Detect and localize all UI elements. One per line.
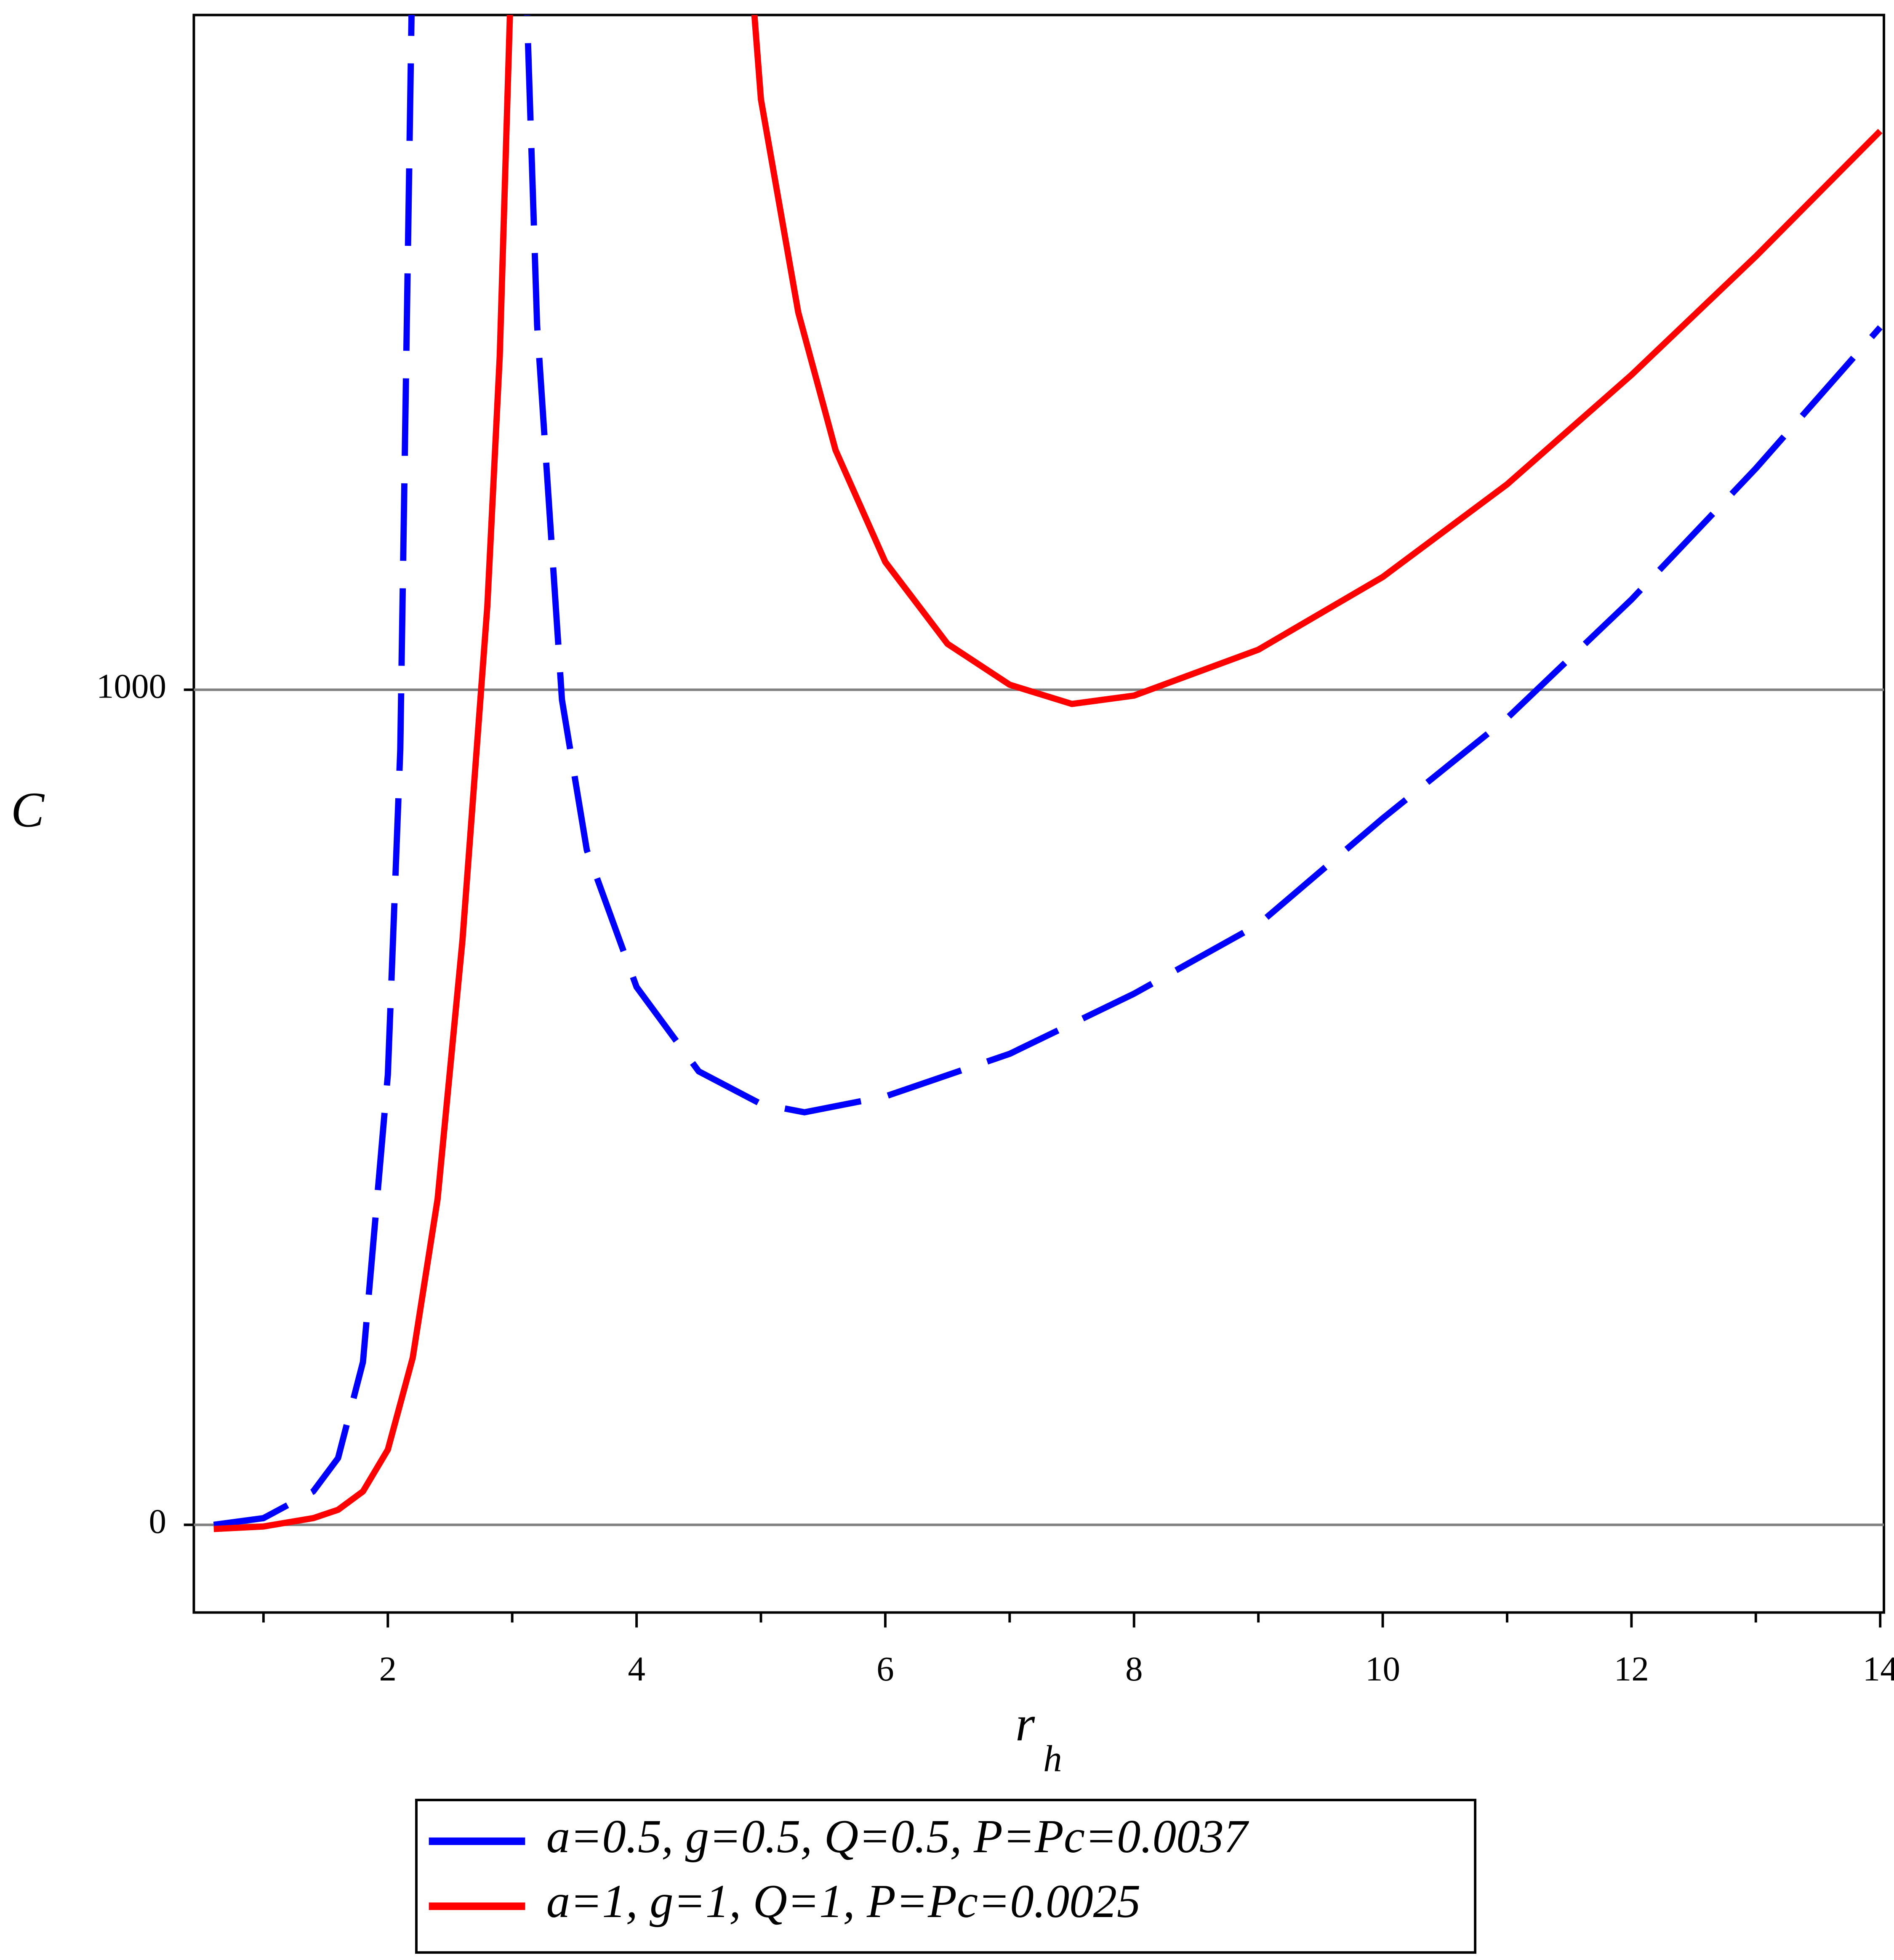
plot-area (194, 15, 1884, 1532)
x-tick-label: 6 (876, 1649, 894, 1688)
x-tick-label: 2 (379, 1649, 397, 1688)
y-tick-label: 1000 (96, 667, 166, 706)
x-axis-label: r (1015, 1696, 1035, 1751)
x-axis-label-sub: h (1043, 1738, 1062, 1779)
x-tick-label: 14 (1863, 1649, 1894, 1688)
legend-label: a=0.5, g=0.5, Q=0.5, P=Pc=0.0037 (546, 1810, 1249, 1863)
x-tick-label: 12 (1614, 1649, 1649, 1688)
legend-label: a=1, g=1, Q=1, P=Pc=0.0025 (546, 1875, 1141, 1928)
y-axis-label: C (11, 782, 45, 837)
x-tick-label: 4 (628, 1649, 645, 1688)
x-tick-label: 8 (1125, 1649, 1143, 1688)
series-line (213, 15, 1883, 1532)
x-tick-label: 10 (1365, 1649, 1400, 1688)
legend-box (415, 1798, 1477, 1954)
plot-frame (192, 13, 1886, 1614)
series-line (213, 15, 1883, 1528)
y-tick-label: 0 (149, 1502, 167, 1540)
